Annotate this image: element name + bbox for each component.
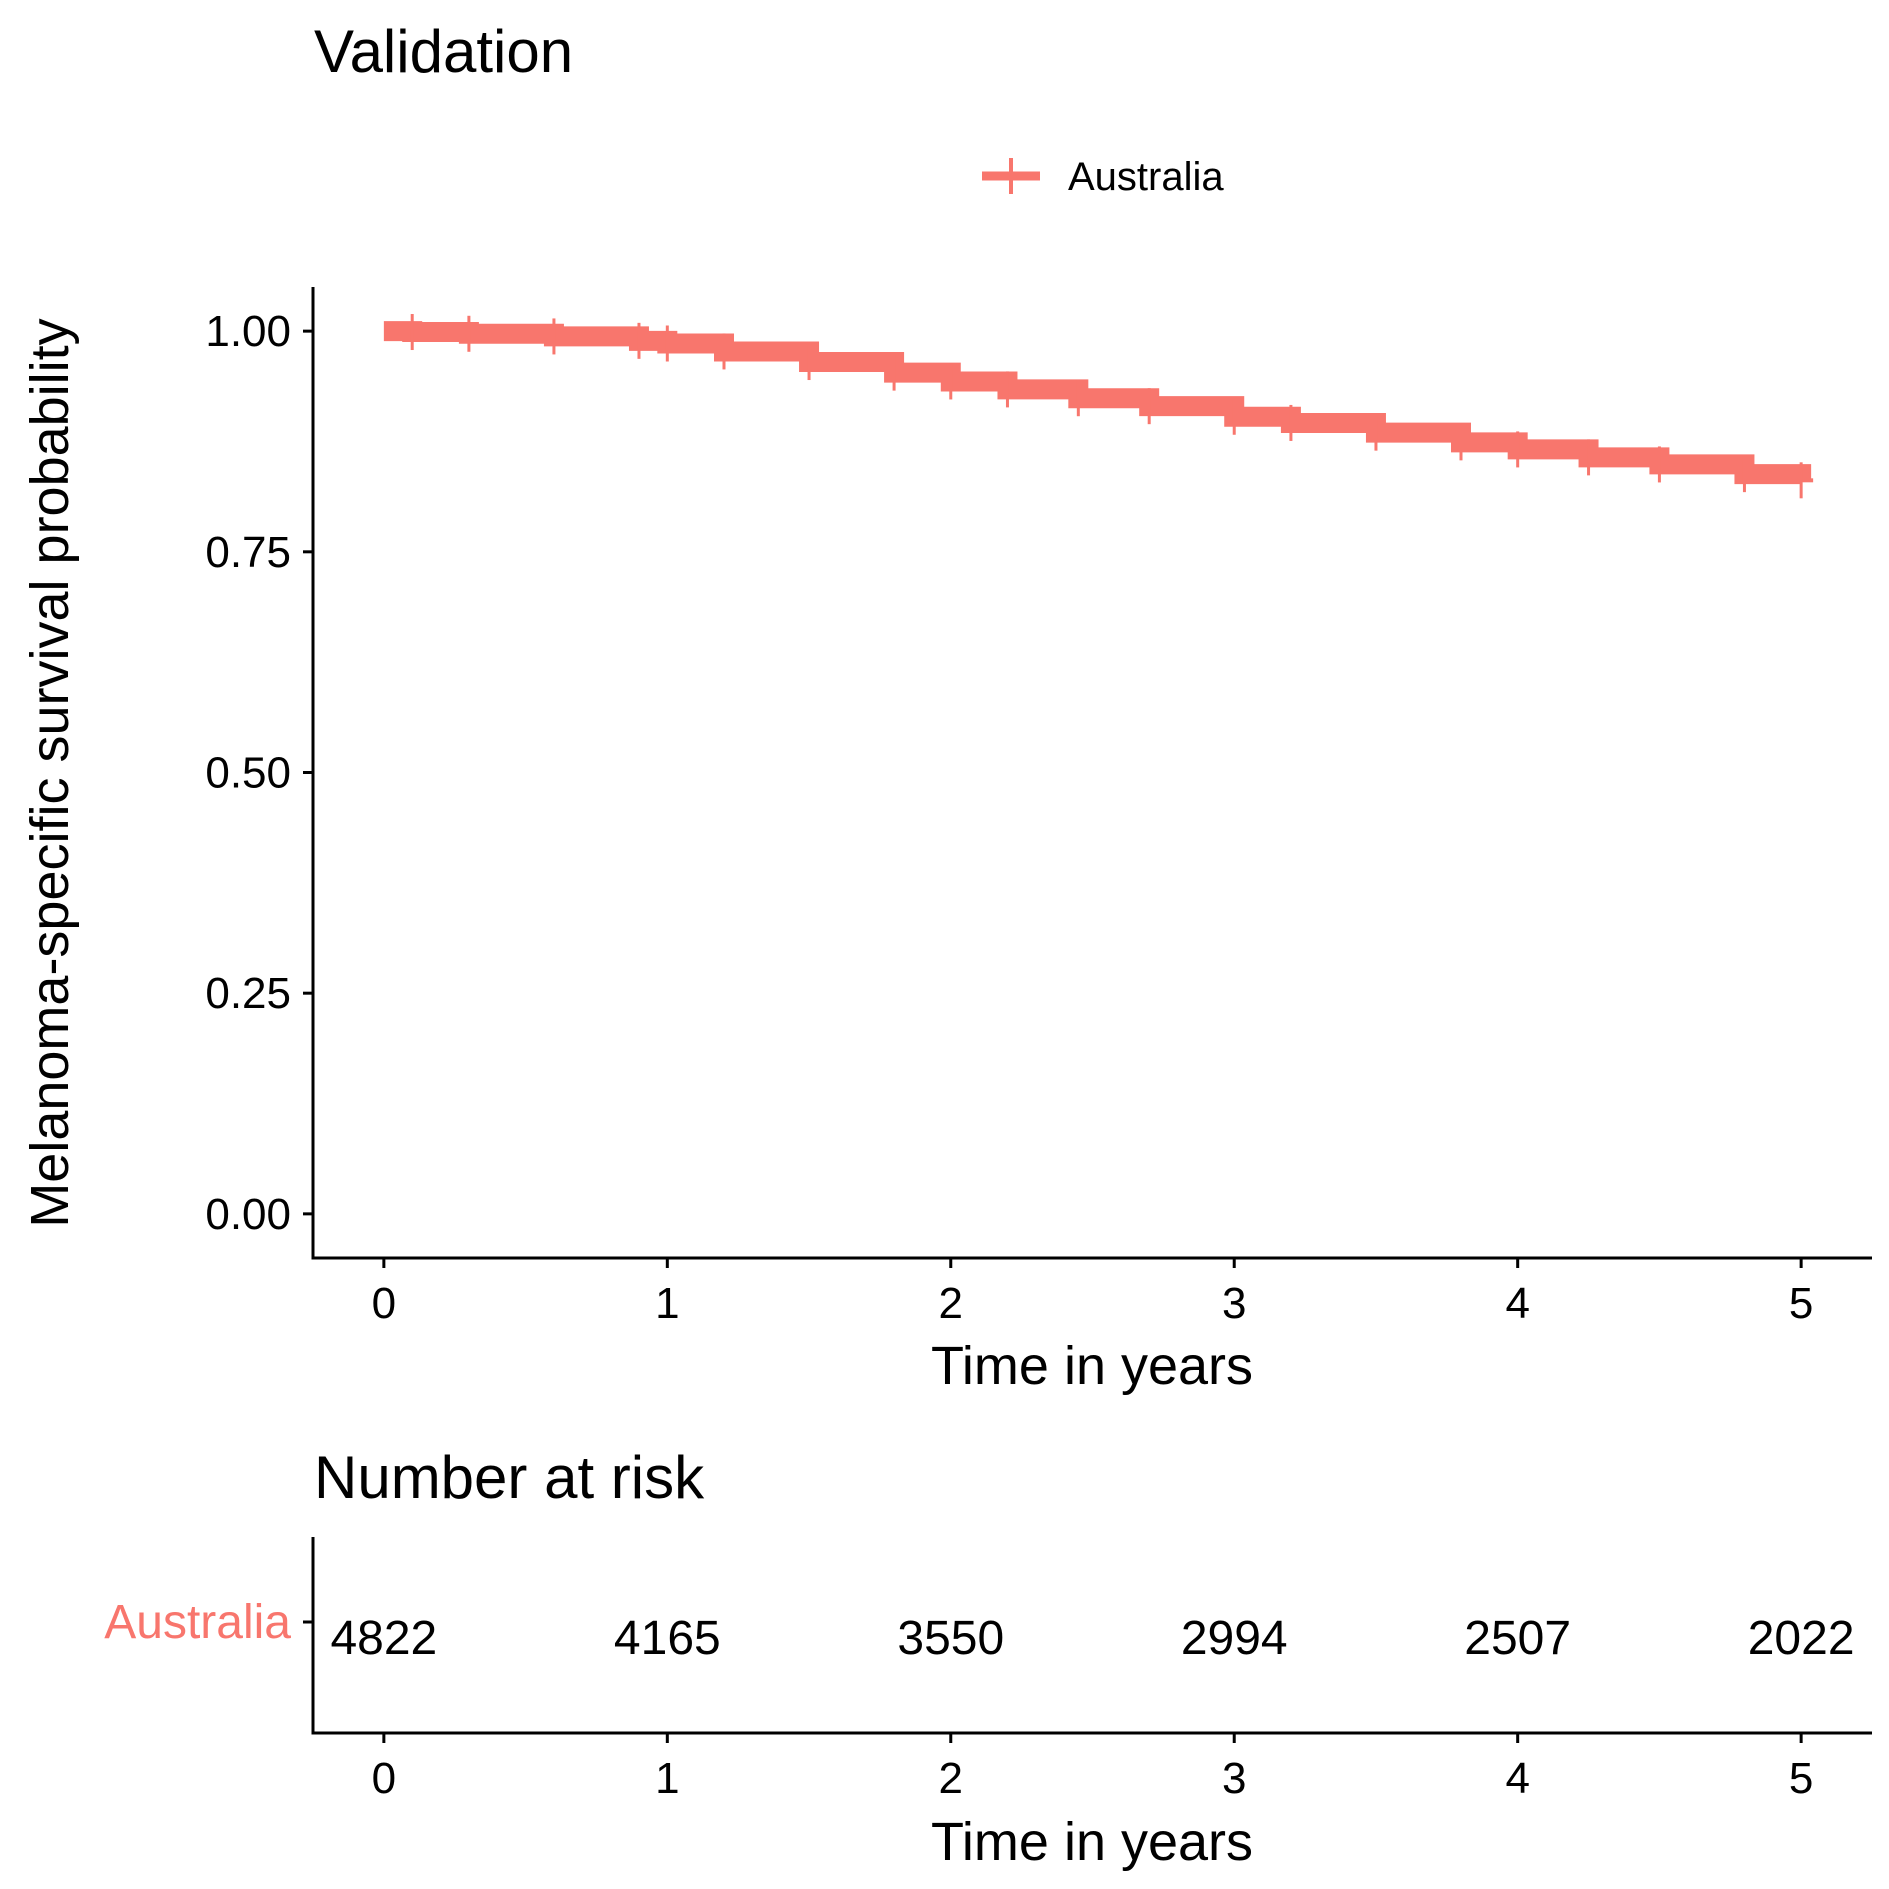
risk-table-rows: Australia 4822 4165 3550 2994 2507 2022 bbox=[104, 1596, 1854, 1665]
x-tick-label: 0 bbox=[372, 1279, 396, 1328]
survival-plot: Validation Australia Melanoma-specific s… bbox=[20, 18, 1872, 1396]
risk-value: 3550 bbox=[897, 1612, 1004, 1665]
x-tick-label: 5 bbox=[1789, 1279, 1813, 1328]
x-axis: 0 1 2 3 4 5 bbox=[372, 1258, 1813, 1328]
main-axes bbox=[311, 287, 1872, 1260]
risk-value: 2507 bbox=[1464, 1612, 1571, 1665]
risk-value: 2022 bbox=[1748, 1612, 1855, 1665]
y-tick-label: 0.75 bbox=[205, 528, 291, 577]
y-axis-title: Melanoma-specific survival probability bbox=[20, 318, 80, 1227]
plot-title: Validation bbox=[314, 18, 573, 85]
legend-key-australia bbox=[982, 158, 1040, 194]
x-axis-title: Time in years bbox=[931, 1336, 1253, 1396]
risk-x-tick-label: 5 bbox=[1789, 1754, 1813, 1803]
y-tick-label: 1.00 bbox=[205, 307, 291, 356]
x-tick-label: 4 bbox=[1505, 1279, 1529, 1328]
risk-table: Number at risk Australia 4822 4165 3550 2994… bbox=[104, 1444, 1872, 1872]
risk-x-tick-label: 3 bbox=[1222, 1754, 1246, 1803]
risk-value: 2994 bbox=[1181, 1612, 1288, 1665]
x-tick-label: 1 bbox=[655, 1279, 679, 1328]
risk-x-axis-title: Time in years bbox=[931, 1812, 1253, 1872]
risk-axes bbox=[311, 1537, 1872, 1735]
risk-x-tick-label: 2 bbox=[939, 1754, 963, 1803]
risk-value: 4822 bbox=[330, 1612, 437, 1665]
risk-x-axis: 0 1 2 3 4 5 bbox=[372, 1733, 1813, 1803]
y-tick-label: 0.50 bbox=[205, 749, 291, 798]
risk-x-tick-label: 1 bbox=[655, 1754, 679, 1803]
legend: Australia bbox=[982, 155, 1224, 199]
x-tick-label: 2 bbox=[939, 1279, 963, 1328]
survival-curves bbox=[383, 314, 1814, 499]
y-axis: 0.00 0.25 0.50 0.75 1.00 bbox=[205, 307, 313, 1239]
risk-x-tick-label: 4 bbox=[1505, 1754, 1529, 1803]
legend-label-australia: Australia bbox=[1068, 155, 1224, 199]
risk-x-tick-label: 0 bbox=[372, 1754, 396, 1803]
risk-row-label: Australia bbox=[104, 1596, 291, 1649]
risk-table-title: Number at risk bbox=[314, 1444, 705, 1511]
y-tick-label: 0.25 bbox=[205, 969, 291, 1018]
y-tick-label: 0.00 bbox=[205, 1190, 291, 1239]
x-tick-label: 3 bbox=[1222, 1279, 1246, 1328]
risk-value: 4165 bbox=[614, 1612, 721, 1665]
